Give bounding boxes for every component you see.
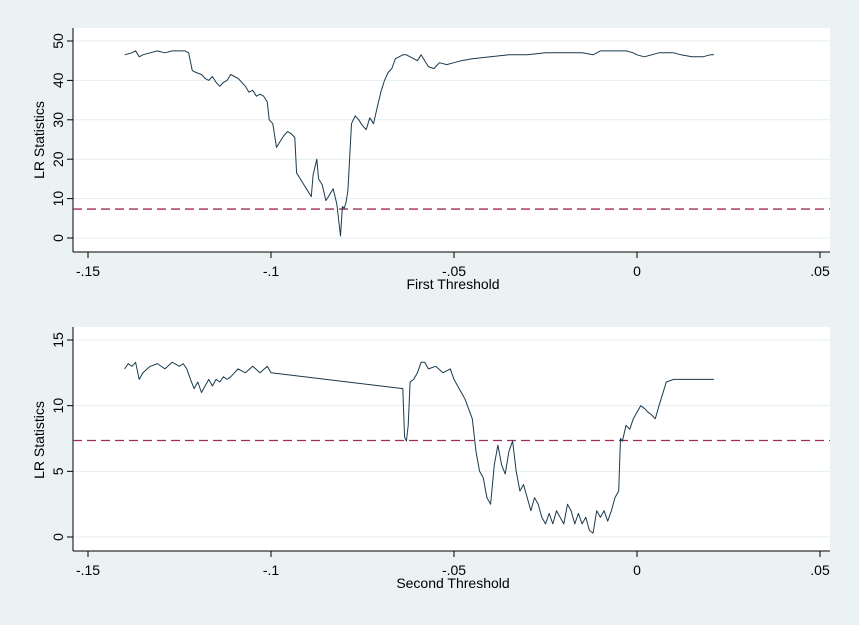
plot-area bbox=[73, 28, 830, 252]
y-tick-label: 0 bbox=[50, 234, 66, 242]
y-tick-label: 50 bbox=[50, 33, 66, 49]
y-axis-title: LR Statistics bbox=[31, 101, 47, 179]
x-tick-label: 0 bbox=[633, 562, 641, 578]
y-tick-label: 10 bbox=[50, 398, 66, 414]
plot-area bbox=[73, 327, 830, 551]
x-tick-label: -.15 bbox=[76, 562, 100, 578]
x-tick-label: -.15 bbox=[76, 263, 100, 279]
x-tick-label: -.1 bbox=[263, 263, 280, 279]
x-tick-label: .05 bbox=[810, 562, 830, 578]
x-tick-label: -.05 bbox=[442, 562, 466, 578]
y-tick-label: 40 bbox=[50, 72, 66, 88]
x-axis-title: First Threshold bbox=[406, 276, 499, 292]
x-axis-title: Second Threshold bbox=[396, 575, 509, 591]
y-tick-label: 30 bbox=[50, 112, 66, 128]
y-tick-label: 0 bbox=[50, 533, 66, 541]
x-tick-label: .05 bbox=[810, 263, 830, 279]
chart-panel-first-threshold: First Threshold LR Statistics 0 10 20 30 40 5… bbox=[31, 28, 830, 292]
y-tick-label: 15 bbox=[50, 332, 66, 348]
lr-statistic-line bbox=[124, 361, 714, 534]
lr-statistic-line bbox=[124, 50, 714, 237]
chart-panel-second-threshold: Second Threshold LR Statistics 0 5 10 15 -.1… bbox=[31, 327, 830, 591]
y-tick-label: 5 bbox=[50, 467, 66, 475]
x-tick-label: -.1 bbox=[263, 562, 280, 578]
x-tick-label: -.05 bbox=[442, 263, 466, 279]
y-axis-title: LR Statistics bbox=[31, 401, 47, 479]
y-tick-label: 20 bbox=[50, 151, 66, 167]
y-tick-label: 10 bbox=[50, 191, 66, 207]
x-tick-label: 0 bbox=[633, 263, 641, 279]
